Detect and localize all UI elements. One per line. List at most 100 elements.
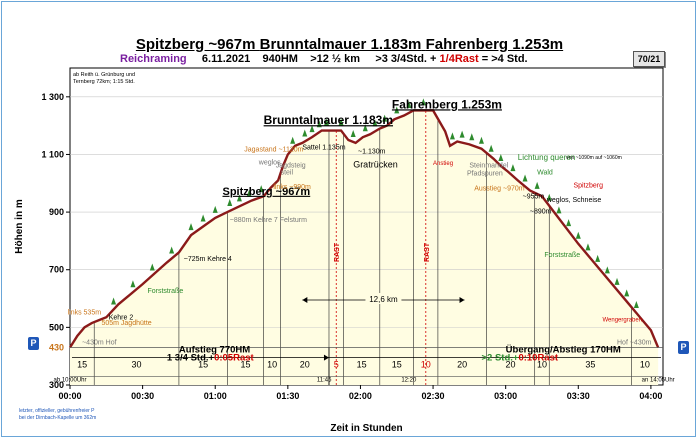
start-location: Reichraming [120,53,187,65]
annotation-label: ~1.130m [358,149,386,156]
segment-duration: 35 [585,360,595,370]
time-mark: ab 10:00Uhr [53,378,86,384]
annotation-label: Forststraße [147,288,183,295]
tree-icon [604,266,610,274]
segment-duration: 20 [300,360,310,370]
tree-icon [111,297,117,305]
y-tick-label: 900 [49,207,64,217]
summary-text: >2 Std.+0:10Rast [481,353,558,364]
tree-icon [406,100,412,108]
km-span-arrow-left [302,296,308,303]
x-tick-label: 02:00 [349,391,372,401]
tree-icon [382,114,388,122]
x-tick-label: 03:30 [567,391,590,401]
tree-icon [478,136,484,144]
annotation-label: links ~990m [273,184,311,191]
annotation-label: Forststraße [544,252,580,259]
parking-icon-start: P [28,337,39,350]
segment-duration: 15 [240,360,250,370]
start-note: Ternberg 72km; 1:15 Std. [73,79,135,85]
annotation-label: von ~1090m auf ~1060m [566,155,622,161]
annotation-label: Anstieg [433,161,453,167]
annotation-label: weglos [258,160,281,167]
annotation-label: ~430m Hof [82,340,116,347]
tree-icon [420,98,426,106]
annotation-label: steil [281,170,294,177]
x-tick-label: 01:00 [204,391,227,401]
annotation-label: ~890m [530,209,552,216]
summary-text: Aufstieg 770HM [179,345,250,356]
segment-duration: 30 [132,360,142,370]
annotation-label: Brunntalmauer 1.183m [264,113,393,127]
tree-icon [290,136,296,144]
x-tick-label: 02:30 [422,391,445,401]
annotation-label: Jagastand ~1120m [244,147,303,154]
tree-icon [302,129,308,137]
tree-icon [324,118,330,126]
annotation-label: Hof ~430m [617,340,652,347]
annotation-label: ~955m [523,194,545,201]
tree-icon [309,125,315,133]
tour-date: 6.11.2021 [201,53,251,65]
tour-total: = >4 Std. [481,53,528,65]
tree-icon [510,164,516,172]
annotation-label: Kehre 2 [109,315,134,322]
annotation-label: Wald [537,170,553,177]
tree-icon [246,189,252,197]
tree-icon [258,185,264,193]
annotation-label: weglos, Schneise [546,197,602,204]
tree-icon [350,129,356,137]
segment-duration: 5 [334,360,339,370]
summary-text: Übergang/Abstieg 170HM [506,345,621,356]
tree-icon [614,277,620,285]
y-axis-title: Höhen in m [14,199,25,254]
tree-icon [522,174,528,182]
x-tick-label: 03:00 [494,391,517,401]
tree-icon [556,206,562,214]
tree-icon [149,263,155,271]
tree-icon [200,214,206,222]
tree-icon [188,223,194,231]
segment-duration: 15 [357,360,367,370]
segment-duration: 20 [506,360,516,370]
footer-note: letzter, offizieller, gebührenfreier P [19,408,95,414]
km-span-bg [365,292,402,304]
tour-summary: Reichraming 6.11.2021 940HM >12 ½ km >3 … [120,53,528,65]
tree-icon [212,205,218,213]
title-spitzberg: Spitzberg ~967m [135,36,256,53]
tour-elevation: 940HM [262,53,298,65]
tree-icon [469,133,475,141]
start-note: ab Reith ü. Grünburg und [73,72,135,78]
segment-duration: 20 [457,360,467,370]
x-tick-label: 04:00 [639,391,662,401]
tour-time: >3 3/4Std. + [375,53,437,65]
annotation-label: ~880m Kehre 7 Felsturm [230,217,307,224]
title-brunntalmauer: Brunntalmauer 1.183m [259,36,422,53]
km-span-arrow-right [459,296,465,303]
parking-icon-end: P [678,341,689,354]
summary-rest: 0:05Rast [214,353,254,364]
x-tick-label: 01:30 [276,391,299,401]
tour-rest: 1/4Rast [439,53,479,65]
segment-duration: 15 [77,360,87,370]
tour-distance: >12 ½ km [310,53,361,65]
tree-icon [488,144,494,152]
tree-icon [227,198,233,206]
km-span-label: 12,6 km [369,295,398,304]
annotation-label: Fahrenberg 1.253m [392,97,502,111]
summary-arrow-mid [323,354,329,361]
summary-rest: 0:10Rast [518,353,558,364]
segment-duration: 10 [640,360,650,370]
tree-icon [236,194,242,202]
annotation-label: Jagdsteig [276,162,306,169]
annotation-label: Gratrücken [353,159,398,169]
page-badge: 70/21 [633,51,665,67]
time-mark: an 14:05Uhr [642,378,675,384]
tree-icon [316,120,322,128]
x-tick-label: 00:00 [58,391,81,401]
tree-icon [585,243,591,251]
x-tick-label: 00:30 [131,391,154,401]
footer-note: bei der Dirnbach-Kapelle um 362m [19,415,96,421]
summary-text: 1 3/4 Std.+0:05Rast [167,353,255,364]
